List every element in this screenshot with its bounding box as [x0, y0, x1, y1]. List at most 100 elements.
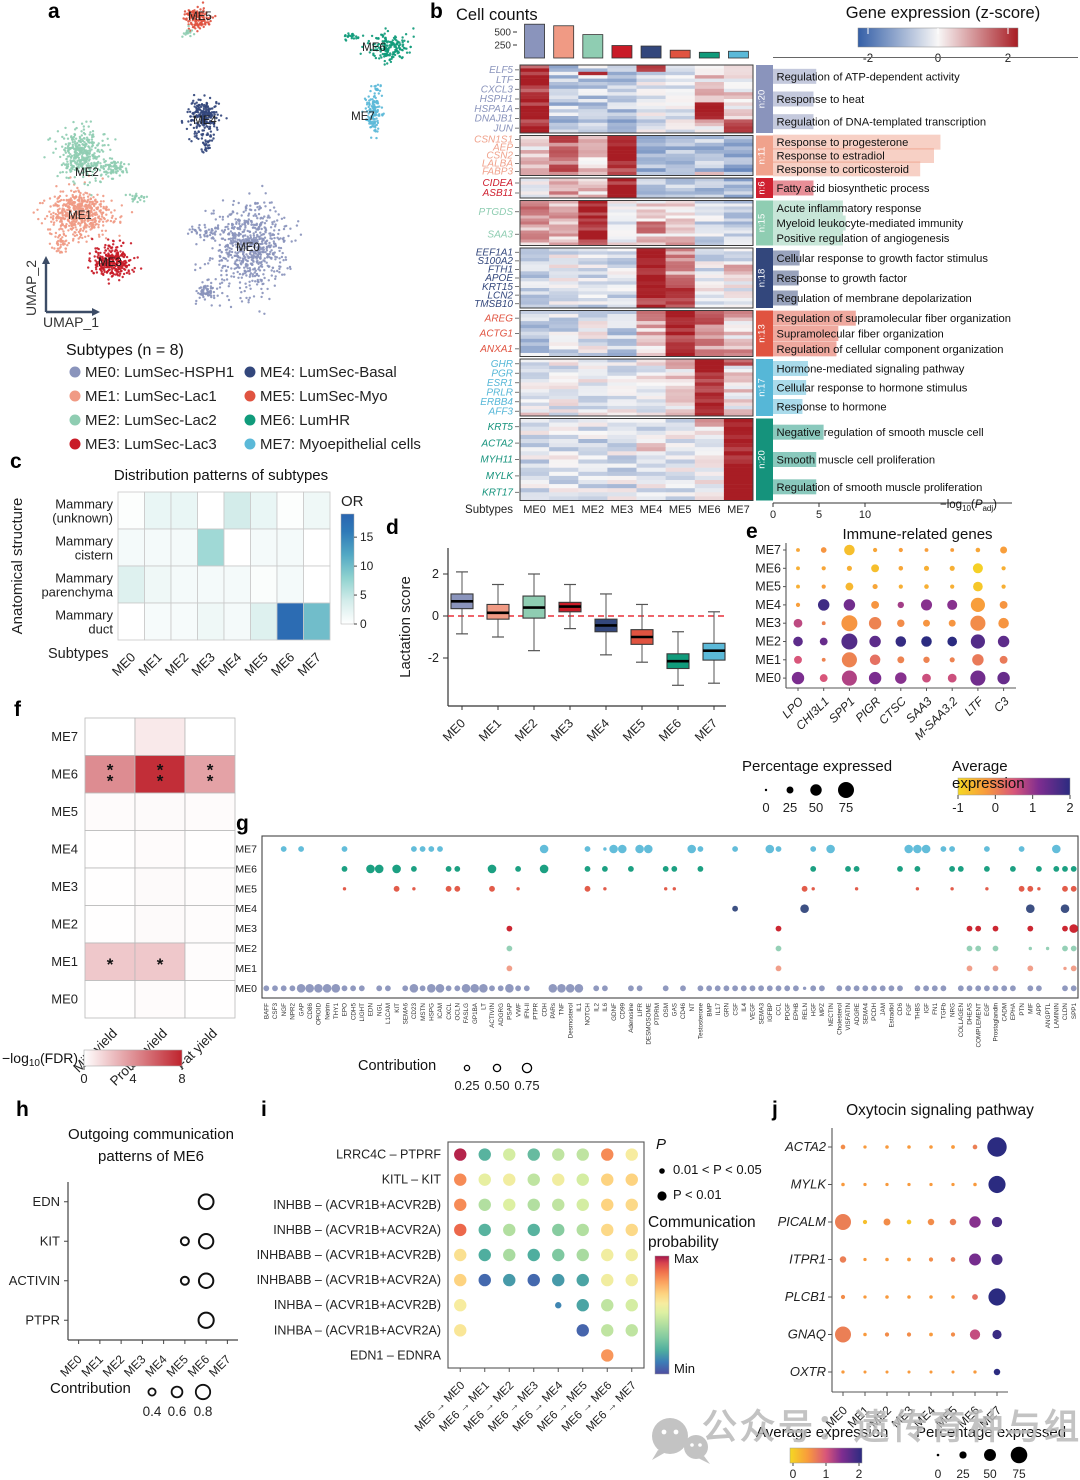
umap-point [258, 242, 261, 246]
heatmap-cell [520, 150, 550, 154]
j-dot [951, 1370, 955, 1374]
i-row-label: INHBB – (ACVR1B+ACVR2A) [273, 1223, 441, 1237]
j-dot [863, 1182, 867, 1187]
umap-point [227, 222, 230, 226]
heatmap-cell [549, 95, 579, 100]
heatmap-cell [723, 274, 754, 279]
e-dot [796, 566, 800, 571]
heatmap-cell [723, 418, 754, 423]
umap-point [70, 154, 74, 158]
heatmap-cell [607, 160, 637, 165]
umap-point [75, 228, 78, 231]
heatmap-cell [549, 291, 579, 295]
g-dot [280, 985, 287, 992]
g-col-label: HSPG [428, 1003, 435, 1021]
heatmap-cell [636, 422, 666, 427]
j-dot [835, 1326, 851, 1343]
j-dot [969, 1253, 981, 1266]
heatmap-cell [694, 248, 725, 252]
g-col-label: KIT [394, 1003, 401, 1013]
heatmap-cell [578, 443, 608, 448]
umap-point [53, 204, 57, 207]
cell-count-bar [698, 51, 720, 59]
heatmap-cell [694, 492, 725, 497]
umap-point [103, 217, 106, 221]
heatmap-cell [607, 447, 637, 452]
g-dot [854, 887, 859, 891]
umap-point [62, 198, 65, 202]
heatmap-cell [520, 71, 550, 76]
umap-point [361, 34, 365, 37]
umap-point [377, 127, 380, 130]
heatmap-cell [520, 294, 550, 299]
g-dot [644, 844, 653, 854]
umap-point [189, 123, 192, 127]
umap-point [68, 206, 71, 209]
heatmap-cell [607, 349, 637, 354]
d-x-tick-label: ME7 [692, 716, 720, 744]
umap-point [201, 281, 204, 284]
umap-point [119, 250, 122, 253]
umap-point [401, 56, 404, 59]
umap-point [254, 280, 257, 283]
umap-point [82, 128, 86, 131]
d-x-tick-label: ME3 [548, 716, 576, 744]
heatmap-cell [549, 317, 579, 322]
umap-point [102, 158, 106, 161]
umap-point [253, 271, 256, 274]
heatmap-cell [578, 209, 608, 213]
heatmap-cell [636, 447, 666, 452]
f-colorbar-tick-label: 8 [178, 1071, 185, 1086]
g-dot [913, 844, 922, 854]
umap-point [120, 215, 123, 218]
e-dot [998, 617, 1009, 629]
umap-point [86, 157, 89, 161]
umap-point [91, 223, 95, 227]
heatmap-cell [694, 188, 725, 192]
umap-point [227, 298, 231, 302]
heatmap-cell [636, 95, 666, 100]
heatmap-cell [694, 65, 725, 69]
umap-point [236, 246, 240, 249]
g-dot [289, 985, 296, 992]
umap-point [61, 170, 64, 174]
g-dot [1062, 985, 1068, 992]
i-p-small-dot [659, 1168, 665, 1174]
g-dot [584, 885, 591, 892]
umap-point [248, 280, 251, 283]
heatmap-cell [578, 372, 608, 377]
umap-point [372, 125, 375, 128]
umap-point [182, 32, 186, 35]
heatmap-cell [549, 150, 579, 154]
heatmap-cell [723, 109, 754, 113]
umap-point [79, 191, 82, 195]
umap-point [219, 233, 222, 236]
umap-cluster-label: ME4 [193, 115, 217, 127]
heatmap-cell [607, 212, 637, 216]
go-term-label: Regulation of DNA-templated transcriptio… [777, 117, 987, 129]
umap-point [97, 233, 101, 236]
umap-point [236, 263, 240, 267]
umap-point [229, 242, 232, 245]
umap-point [64, 234, 68, 238]
heatmap-cell [636, 294, 666, 299]
umap-point [243, 228, 246, 231]
umap-point [270, 274, 273, 277]
g-col-label: GAP [298, 1003, 305, 1016]
group-n-label: n:13 [757, 324, 768, 343]
umap-point [59, 238, 62, 242]
heatmap-cell [636, 230, 666, 234]
umap-point [376, 110, 379, 113]
heatmap-cell [665, 471, 696, 477]
heatmap-cell [578, 153, 608, 158]
heatmap-cell [636, 168, 666, 173]
umap-point [245, 253, 248, 256]
heatmap-cell [549, 224, 579, 228]
heatmap-cell [636, 99, 666, 103]
umap-point [85, 136, 89, 139]
umap-point [249, 250, 253, 253]
heatmap-cell [549, 92, 579, 96]
heatmap-cell [578, 184, 608, 189]
j-dot [906, 1219, 912, 1225]
j-dot [972, 1144, 978, 1150]
